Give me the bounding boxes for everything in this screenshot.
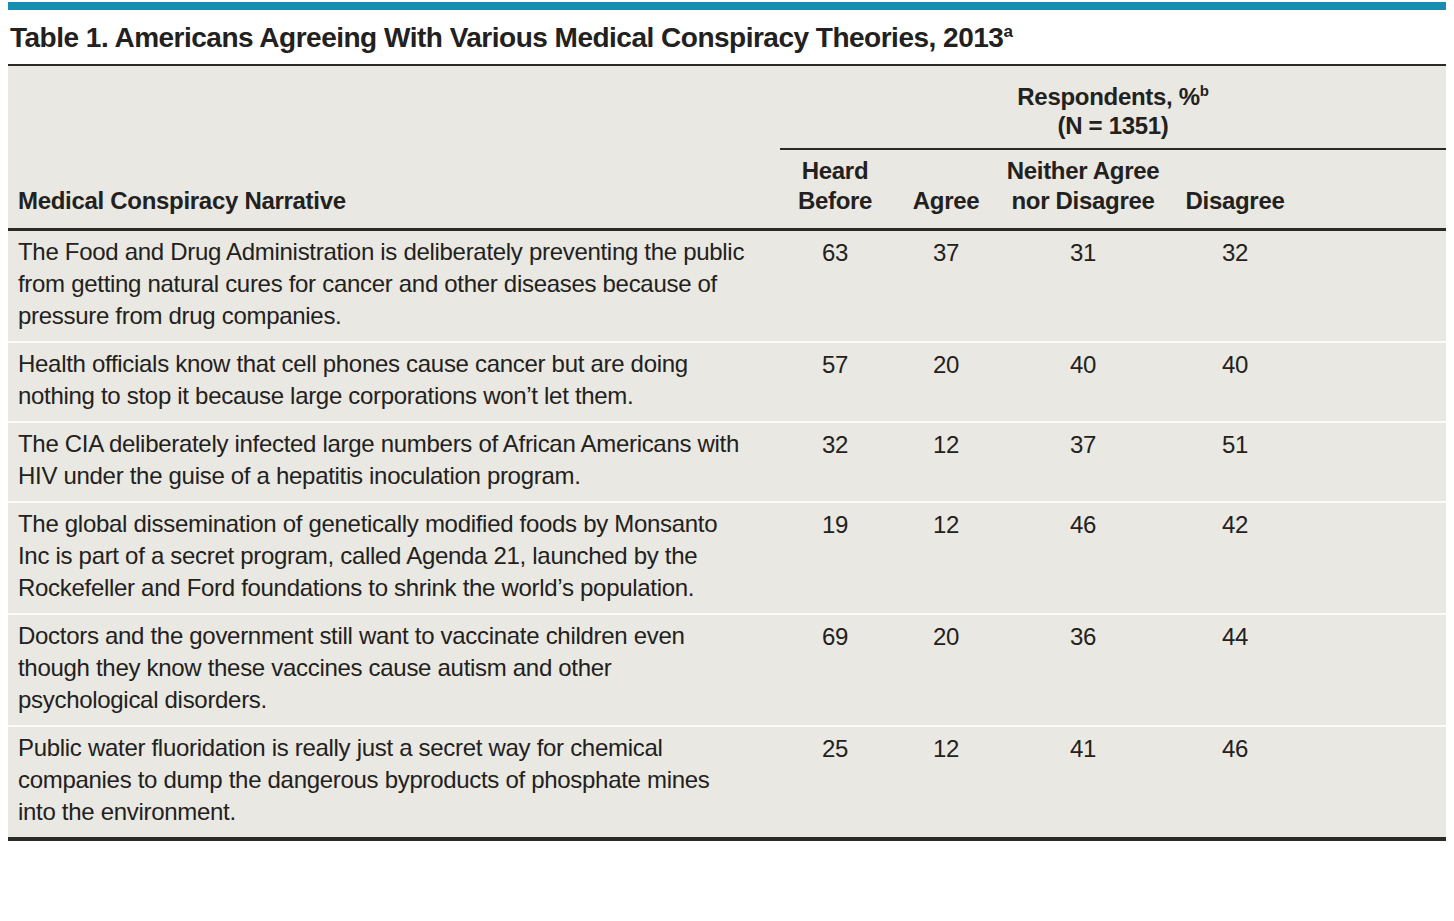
heard-before-line1: Heard [802, 157, 869, 184]
column-header-disagree: Disagree [1164, 149, 1306, 230]
accent-bar [8, 2, 1446, 10]
spacer-cell [1306, 230, 1446, 343]
table-title: Table 1. Americans Agreeing With Various… [8, 10, 1446, 66]
column-header-neither: Neither Agree nor Disagree [1002, 149, 1164, 230]
table-title-footnote-marker: a [1003, 22, 1012, 41]
group-header-spacer [8, 66, 780, 149]
narrative-cell: Doctors and the government still want to… [8, 614, 780, 726]
value-cell-disagree: 32 [1164, 230, 1306, 343]
value-cell-heard-before: 63 [780, 230, 890, 343]
table-row: The global dissemination of genetically … [8, 502, 1446, 614]
value-cell-heard-before: 19 [780, 502, 890, 614]
spacer-cell [1306, 726, 1446, 837]
value-cell-disagree: 44 [1164, 614, 1306, 726]
spacer-cell [1306, 502, 1446, 614]
spacer-cell [1306, 342, 1446, 422]
column-header-heard-before: Heard Before [780, 149, 890, 230]
spacer-cell [1306, 422, 1446, 502]
value-cell-neither: 46 [1002, 502, 1164, 614]
narrative-cell: Public water fluoridation is really just… [8, 726, 780, 837]
heard-before-line2: Before [798, 187, 872, 214]
value-cell-heard-before: 69 [780, 614, 890, 726]
column-header-spacer [1306, 149, 1446, 230]
value-cell-agree: 37 [890, 230, 1002, 343]
column-header-agree: Agree [890, 149, 1002, 230]
value-cell-heard-before: 32 [780, 422, 890, 502]
page: Table 1. Americans Agreeing With Various… [0, 0, 1454, 921]
narrative-cell: The CIA deliberately infected large numb… [8, 422, 780, 502]
group-header-label: Respondents, % [1017, 83, 1200, 110]
bottom-rule [8, 837, 1446, 841]
value-cell-agree: 12 [890, 502, 1002, 614]
value-cell-disagree: 42 [1164, 502, 1306, 614]
table-title-text: Table 1. Americans Agreeing With Various… [10, 22, 1003, 53]
value-cell-agree: 12 [890, 422, 1002, 502]
value-cell-disagree: 40 [1164, 342, 1306, 422]
value-cell-neither: 40 [1002, 342, 1164, 422]
table-row: The Food and Drug Administration is deli… [8, 230, 1446, 343]
narrative-cell: The global dissemination of genetically … [8, 502, 780, 614]
group-header-n: (N = 1351) [1057, 112, 1168, 139]
value-cell-neither: 41 [1002, 726, 1164, 837]
narrative-cell: The Food and Drug Administration is deli… [8, 230, 780, 343]
conspiracy-table: Respondents, %b (N = 1351) Medical Consp… [8, 66, 1446, 837]
neither-line1: Neither Agree [1007, 157, 1160, 184]
spacer-cell [1306, 614, 1446, 726]
value-cell-agree: 20 [890, 342, 1002, 422]
value-cell-heard-before: 57 [780, 342, 890, 422]
narrative-cell: Health officials know that cell phones c… [8, 342, 780, 422]
group-header-footnote-marker: b [1200, 82, 1209, 99]
value-cell-agree: 20 [890, 614, 1002, 726]
group-header-row: Respondents, %b (N = 1351) [8, 66, 1446, 149]
value-cell-agree: 12 [890, 726, 1002, 837]
value-cell-disagree: 51 [1164, 422, 1306, 502]
value-cell-neither: 37 [1002, 422, 1164, 502]
value-cell-neither: 31 [1002, 230, 1164, 343]
table-row: Doctors and the government still want to… [8, 614, 1446, 726]
value-cell-heard-before: 25 [780, 726, 890, 837]
neither-line2: nor Disagree [1011, 187, 1154, 214]
value-cell-disagree: 46 [1164, 726, 1306, 837]
column-header-row: Medical Conspiracy Narrative Heard Befor… [8, 149, 1446, 230]
table-row: Public water fluoridation is really just… [8, 726, 1446, 837]
table-row: The CIA deliberately infected large numb… [8, 422, 1446, 502]
column-header-narrative: Medical Conspiracy Narrative [8, 149, 780, 230]
table-row: Health officials know that cell phones c… [8, 342, 1446, 422]
group-header: Respondents, %b (N = 1351) [780, 66, 1446, 149]
value-cell-neither: 36 [1002, 614, 1164, 726]
